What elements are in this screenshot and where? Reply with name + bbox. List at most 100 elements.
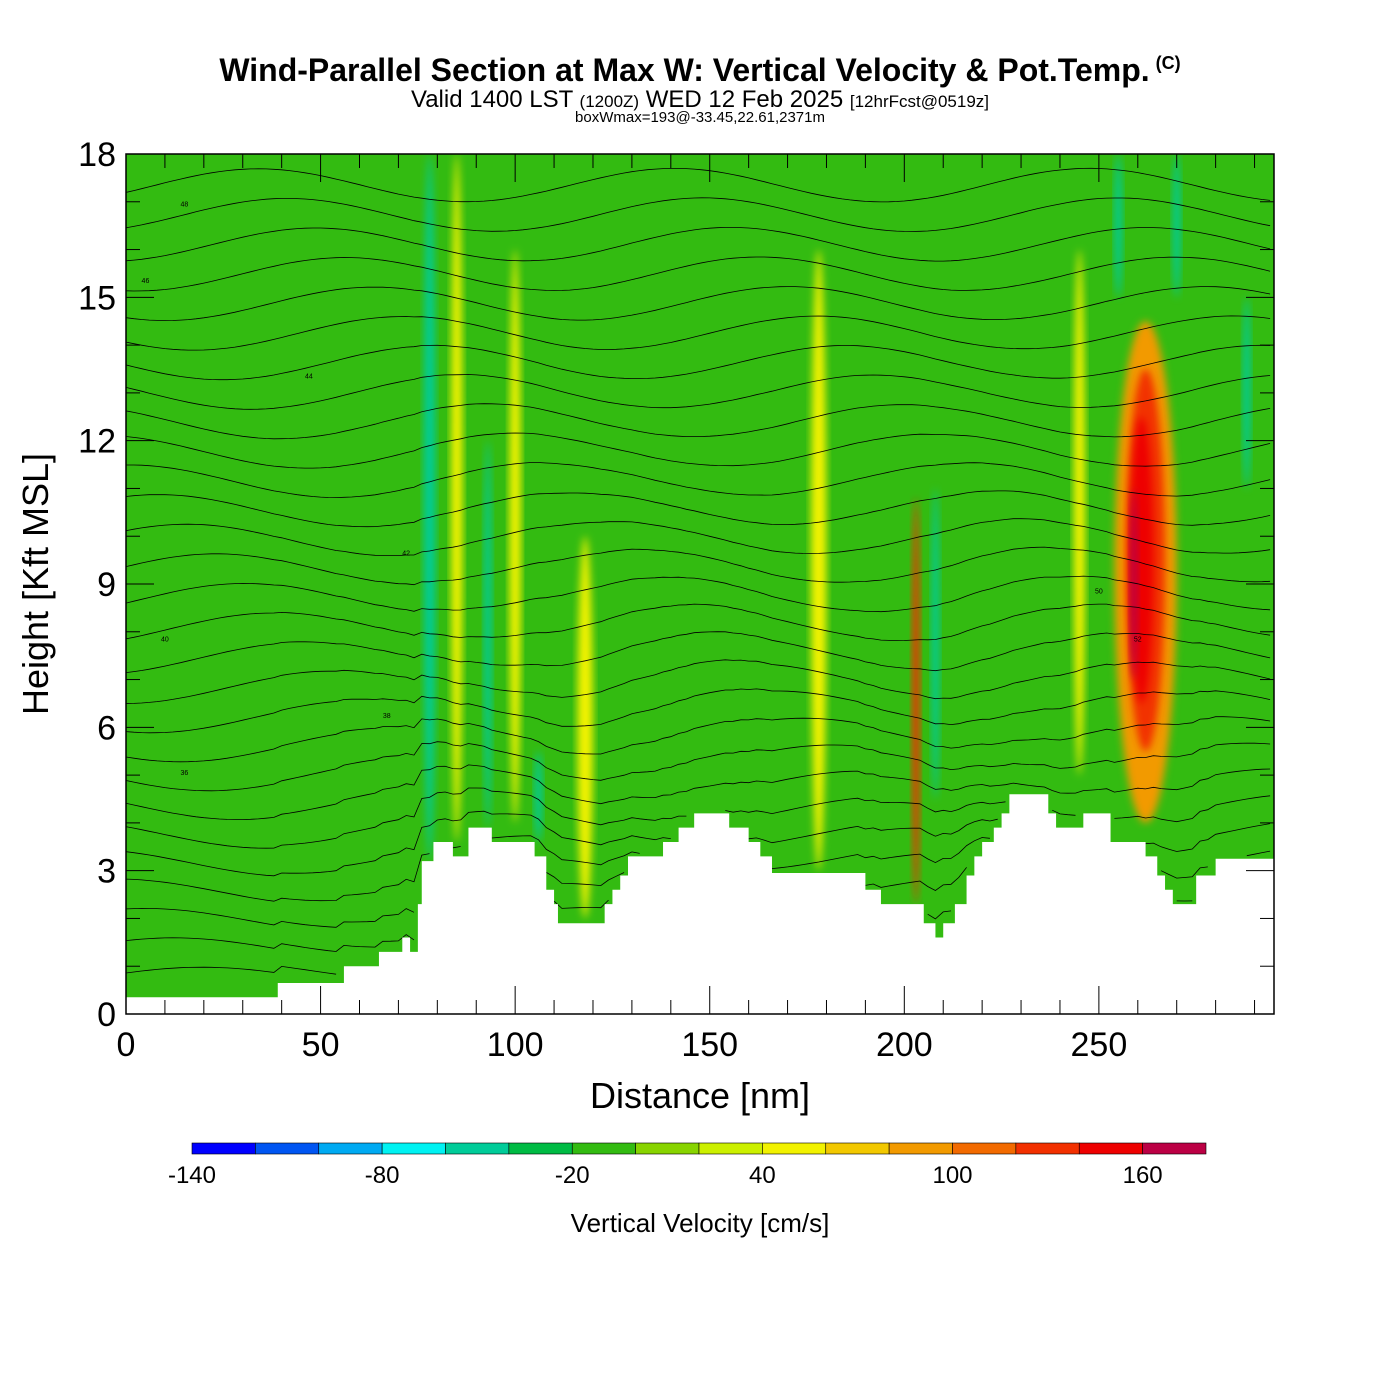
isentrope-17 — [126, 462, 1271, 499]
colorbar-label-3: 40 — [749, 1162, 776, 1189]
colorbar-label-5: 160 — [1123, 1162, 1163, 1189]
contour-label-1: 46 — [142, 278, 150, 285]
isentrope-0 — [126, 965, 337, 975]
contour-label-7: 52 — [1134, 636, 1142, 643]
isentrope-4 — [126, 810, 1271, 877]
colorbar-swatch-12 — [952, 1142, 1017, 1155]
velocity-feature-2 — [534, 751, 543, 842]
y-tick-label-5: 15 — [78, 279, 116, 317]
contour-label-4: 40 — [161, 636, 169, 643]
velocity-feature-4 — [1114, 154, 1123, 298]
isentrope-21 — [126, 344, 1271, 381]
x-tick-label-1: 50 — [302, 1026, 340, 1064]
contour-label-0: 48 — [180, 202, 188, 209]
x-tick-label-5: 250 — [1071, 1026, 1128, 1064]
isentrope-19 — [126, 403, 1271, 440]
isentrope-1 — [126, 899, 952, 952]
velocity-feature-7 — [450, 154, 463, 842]
velocity-feature-9 — [577, 536, 593, 919]
isentrope-9 — [126, 688, 1271, 734]
chart-title: Wind-Parallel Section at Max W: Vertical… — [0, 52, 1400, 89]
colorbar-label-4: 100 — [932, 1162, 972, 1189]
colorbar-swatch-13 — [1015, 1142, 1080, 1155]
isentrope-2 — [126, 867, 1193, 928]
valid-time-utc: (1200Z) — [579, 92, 640, 111]
velocity-feature-6 — [1242, 297, 1251, 489]
colorbar-swatch-15 — [1142, 1142, 1207, 1155]
isentrope-13 — [126, 575, 1271, 613]
colorbar-swatch-5 — [508, 1142, 573, 1155]
forecast-info: [12hrFcst@0519z] — [849, 92, 990, 111]
colorbar: -140 -80 -20 40 100 160 — [168, 1142, 1207, 1189]
contour-label-5: 38 — [383, 713, 391, 720]
x-axis: 0 50 100 150 200 250 — [117, 154, 1256, 1064]
isentrope-24 — [126, 256, 1271, 292]
contour-label-3: 42 — [402, 550, 410, 557]
colorbar-swatch-2 — [318, 1142, 383, 1155]
colorbar-swatch-7 — [635, 1142, 700, 1155]
velocity-feature-12 — [912, 498, 920, 905]
velocity-feature-16 — [1130, 488, 1138, 680]
isentrope-23 — [126, 286, 1271, 322]
velocity-feature-11 — [1073, 249, 1086, 776]
y-tick-label-3: 9 — [97, 566, 116, 604]
colorbar-title: Vertical Velocity [cm/s] — [571, 1208, 830, 1238]
colorbar-label-2: -20 — [555, 1162, 590, 1189]
isentrope-5 — [126, 787, 1271, 849]
isentrope-11 — [126, 631, 1271, 673]
colorbar-swatch-8 — [698, 1142, 763, 1155]
isentrope-18 — [126, 432, 1271, 469]
y-tick-label-2: 6 — [97, 709, 116, 747]
velocity-feature-3 — [931, 488, 940, 799]
terrain — [126, 794, 1274, 1014]
isentrope-26 — [126, 197, 1271, 232]
colorbar-swatch-14 — [1078, 1142, 1143, 1155]
colorbar-swatch-9 — [762, 1142, 827, 1155]
velocity-feature-5 — [1172, 154, 1181, 298]
velocity-feature-0 — [423, 154, 436, 862]
colorbar-swatch-1 — [255, 1142, 320, 1155]
colorbar-label-0: -140 — [168, 1162, 216, 1189]
valid-time: Valid 1400 LST — [410, 86, 573, 113]
x-tick-label-3: 150 — [681, 1026, 738, 1064]
copyright-mark: (C) — [1155, 53, 1181, 73]
colorbar-label-1: -80 — [365, 1162, 400, 1189]
isentrope-20 — [126, 374, 1271, 410]
x-tick-label-4: 200 — [876, 1026, 933, 1064]
colorbar-swatch-10 — [825, 1142, 890, 1155]
chart-title-text: Wind-Parallel Section at Max W: Vertical… — [219, 52, 1150, 88]
y-axis-title: Height [Kft MSL] — [15, 453, 56, 715]
y-tick-label-1: 3 — [97, 853, 116, 891]
chart-subtitle: Valid 1400 LST (1200Z) WED 12 Feb 2025 [… — [0, 86, 1400, 114]
isentrope-25 — [126, 227, 1271, 262]
pot-temp-contours: 48 46 44 42 40 38 36 52 50 — [126, 167, 1271, 975]
plot-area: 48 46 44 42 40 38 36 52 50 — [126, 154, 1274, 1014]
isentrope-12 — [126, 603, 1271, 642]
x-tick-label-2: 100 — [487, 1026, 544, 1064]
velocity-features — [423, 154, 1251, 919]
isentrope-14 — [126, 546, 1271, 586]
box-wmax-info: boxWmax=193@-33.45,22.61,2371m — [575, 109, 825, 126]
isentrope-6 — [126, 764, 1271, 820]
colorbar-swatch-4 — [445, 1142, 510, 1155]
isentrope-22 — [126, 315, 1271, 351]
isentrope-10 — [126, 659, 1271, 704]
colorbar-swatch-6 — [571, 1142, 636, 1155]
x-axis-title: Distance [nm] — [590, 1075, 810, 1116]
colorbar-swatch-0 — [191, 1142, 256, 1155]
velocity-feature-10 — [810, 249, 827, 871]
x-tick-label-0: 0 — [117, 1026, 136, 1064]
colorbar-swatch-11 — [888, 1142, 953, 1155]
velocity-feature-1 — [484, 440, 492, 828]
valid-date: WED 12 Feb 2025 — [645, 86, 844, 113]
isentrope-15 — [126, 518, 1271, 556]
isentrope-27 — [126, 167, 1271, 203]
isentrope-16 — [126, 490, 1271, 528]
contour-label-2: 44 — [305, 374, 313, 381]
velocity-feature-8 — [509, 249, 521, 823]
y-tick-label-4: 12 — [78, 423, 116, 461]
contour-label-8: 50 — [1095, 589, 1103, 596]
isentrope-8 — [126, 716, 1271, 763]
